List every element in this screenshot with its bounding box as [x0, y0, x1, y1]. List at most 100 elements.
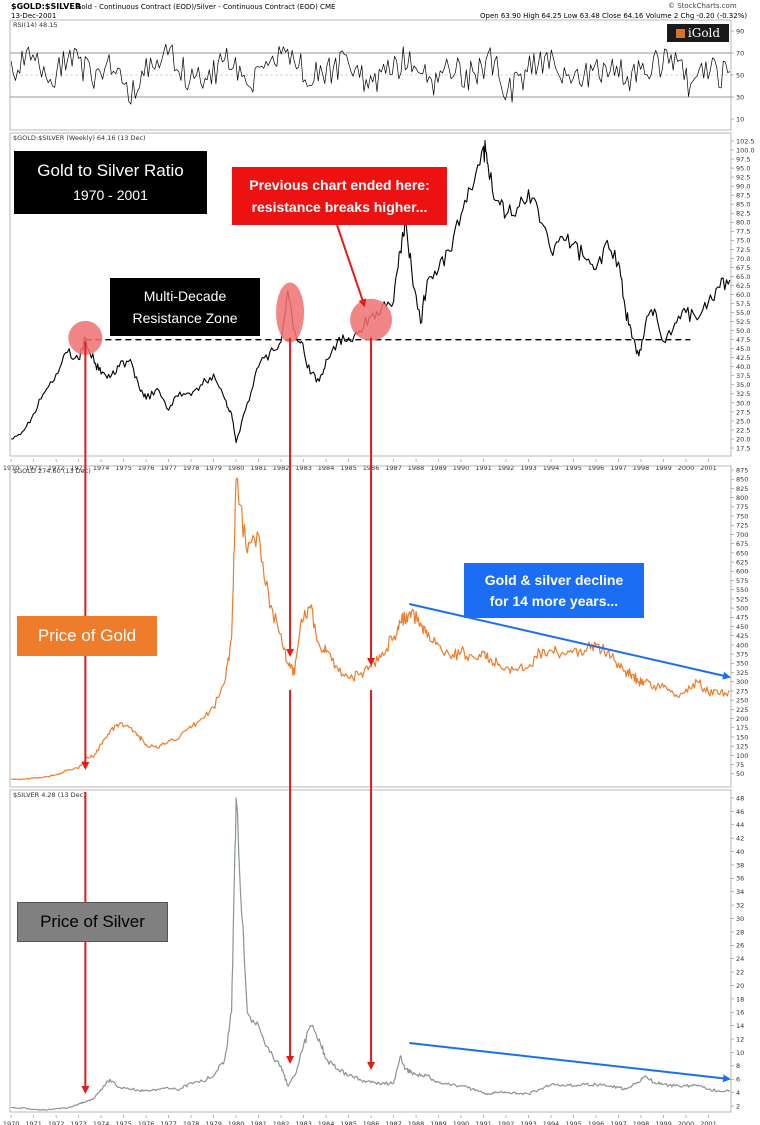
ratio-x-axis-tick-label: 1994 — [543, 464, 560, 472]
silver-axis-tick-label: 20 — [736, 982, 744, 990]
rsi-axis-tick-label: 70 — [736, 49, 744, 57]
gold-axis-tick-label: 500 — [736, 604, 748, 612]
gold-axis-tick-label: 325 — [736, 669, 748, 677]
gold-axis-tick-label: 175 — [736, 724, 748, 732]
decline-line1: Gold & silver decline — [484, 571, 624, 588]
gold-price-label-text: Price of Gold — [37, 626, 137, 645]
arrow-silver-decline — [409, 1042, 731, 1083]
ratio-x-axis-tick-label: 1985 — [340, 464, 357, 472]
gold-axis-tick-label: 200 — [736, 715, 748, 723]
rsi-axis-tick-label: 30 — [736, 93, 744, 101]
gold-axis-tick-label: 850 — [736, 476, 748, 484]
silver-axis-tick-label: 2 — [736, 1102, 740, 1110]
silver-axis-tick-label: 46 — [736, 808, 744, 816]
gold-axis-tick-label: 475 — [736, 614, 748, 622]
gold-panel-title: $GOLD 274.60 (13 Dec) — [13, 467, 91, 475]
ratio-axis-tick-label: 25.0 — [736, 417, 750, 425]
stockcharts-credit: © StockCharts.com — [668, 2, 737, 10]
ratio-x-axis-tick-label: 1984 — [318, 464, 335, 472]
silver-axis-tick-label: 22 — [736, 968, 744, 976]
ratio-axis-tick-label: 20.0 — [736, 435, 750, 443]
silver-x-axis-tick-label: 1992 — [498, 1120, 515, 1125]
silver-axis-tick-label: 44 — [736, 821, 744, 829]
ratio-axis-tick-label: 92.5 — [736, 174, 750, 182]
gold-axis-tick-label: 50 — [736, 770, 744, 778]
ratio-x-axis-tick-label: 1973 — [70, 464, 87, 472]
silver-axis-tick-label: 42 — [736, 835, 744, 843]
silver-x-axis-tick-label: 1983 — [295, 1120, 312, 1125]
gold-axis-tick-label: 525 — [736, 595, 748, 603]
ratio-axis-tick-label: 100.0 — [736, 146, 755, 154]
gold-axis-tick-label: 125 — [736, 743, 748, 751]
silver-x-axis-tick-label: 1979 — [205, 1120, 222, 1125]
ratio-axis-tick-label: 85.0 — [736, 201, 750, 209]
gold-axis-tick-label: 250 — [736, 697, 748, 705]
gold-price-label: Price of Gold — [17, 616, 157, 656]
silver-axis-tick-label: 6 — [736, 1076, 740, 1084]
ratio-x-axis-tick-label: 1990 — [453, 464, 470, 472]
igold-logo-text: iGold — [687, 26, 721, 40]
ratio-axis-tick-label: 17.5 — [736, 444, 750, 452]
ratio-x-axis-tick-label: 1989 — [430, 464, 447, 472]
ratio-axis-tick-label: 67.5 — [736, 264, 750, 272]
silver-axis-tick-label: 10 — [736, 1049, 744, 1057]
chart-symbol: $GOLD:$SILVER — [11, 2, 81, 11]
ratio-axis-tick-label: 75.0 — [736, 237, 750, 245]
silver-x-axis-tick-label: 1985 — [340, 1120, 357, 1125]
ratio-axis-tick-label: 22.5 — [736, 426, 750, 434]
ratio-x-axis-tick-label: 1979 — [205, 464, 222, 472]
ratio-x-axis-tick-label: 1988 — [408, 464, 425, 472]
ratio-axis-tick-label: 50.0 — [736, 327, 750, 335]
rsi-panel-title: RSI(14) 48.15 — [13, 21, 58, 29]
ratio-x-axis-tick-label: 1999 — [655, 464, 672, 472]
ratio-x-axis-tick-label: 1980 — [228, 464, 245, 472]
ratio-panel-title: $GOLD:$SILVER (Weekly) 64.16 (13 Dec) — [13, 134, 146, 142]
ratio-axis-tick-label: 90.0 — [736, 183, 750, 191]
chart-quote: Open 63.90 High 64.25 Low 63.48 Close 64… — [480, 12, 748, 20]
gold-axis-tick-label: 150 — [736, 733, 748, 741]
silver-x-axis-tick-label: 1984 — [318, 1120, 335, 1125]
silver-price-label-text: Price of Silver — [40, 912, 145, 931]
ratio-title-box: Gold to Silver Ratio 1970 - 2001 — [14, 151, 207, 214]
silver-x-axis-tick-label: 1982 — [273, 1120, 290, 1125]
silver-x-axis-tick-label: 1970 — [3, 1120, 20, 1125]
ratio-axis-tick-label: 102.5 — [736, 137, 755, 145]
silver-x-axis-tick-label: 1987 — [385, 1120, 402, 1125]
gold-axis-tick-label: 725 — [736, 522, 748, 530]
ratio-axis-tick-label: 52.5 — [736, 318, 750, 326]
resistance-zone-line1: Multi-Decade — [143, 288, 227, 304]
ratio-axis-tick-label: 32.5 — [736, 390, 750, 398]
silver-x-axis-tick-label: 1998 — [633, 1120, 650, 1125]
igold-logo-icon — [675, 29, 685, 38]
silver-x-axis-tick-label: 1989 — [430, 1120, 447, 1125]
gold-axis-tick-label: 225 — [736, 706, 748, 714]
ratio-x-axis-tick-label: 1978 — [183, 464, 200, 472]
ratio-axis-tick-label: 47.5 — [736, 336, 750, 344]
gold-axis-tick-label: 550 — [736, 586, 748, 594]
resistance-touch-1982-circle — [276, 282, 305, 343]
gold-axis-tick-label: 875 — [736, 466, 748, 474]
ratio-axis-tick-label: 37.5 — [736, 372, 750, 380]
ratio-axis-tick-label: 80.0 — [736, 219, 750, 227]
silver-axis-tick-label: 28 — [736, 928, 744, 936]
ratio-x-axis-tick-label: 1996 — [588, 464, 605, 472]
ratio-axis-tick-label: 72.5 — [736, 246, 750, 254]
silver-x-axis-tick-label: 1980 — [228, 1120, 245, 1125]
silver-x-axis-tick-label: 1971 — [25, 1120, 42, 1125]
chart-date: 13-Dec-2001 — [11, 12, 57, 20]
gold-axis-tick-label: 750 — [736, 512, 748, 520]
gold-axis-tick-label: 350 — [736, 660, 748, 668]
silver-x-axis-tick-label: 1978 — [183, 1120, 200, 1125]
resistance-break-1986-circle — [350, 298, 393, 341]
ratio-x-axis-tick-label: 1992 — [498, 464, 515, 472]
silver-x-axis-tick-label: 1981 — [250, 1120, 267, 1125]
arrow-gold-decline — [409, 603, 731, 680]
silver-axis-tick-label: 4 — [736, 1089, 740, 1097]
ratio-x-axis-tick-label: 1991 — [475, 464, 492, 472]
silver-x-axis-tick-label: 1996 — [588, 1120, 605, 1125]
silver-axis-tick-label: 12 — [736, 1035, 744, 1043]
ratio-axis-tick-label: 55.0 — [736, 309, 750, 317]
gold-axis-tick-label: 800 — [736, 494, 748, 502]
ratio-x-axis-tick-label: 1982 — [273, 464, 290, 472]
